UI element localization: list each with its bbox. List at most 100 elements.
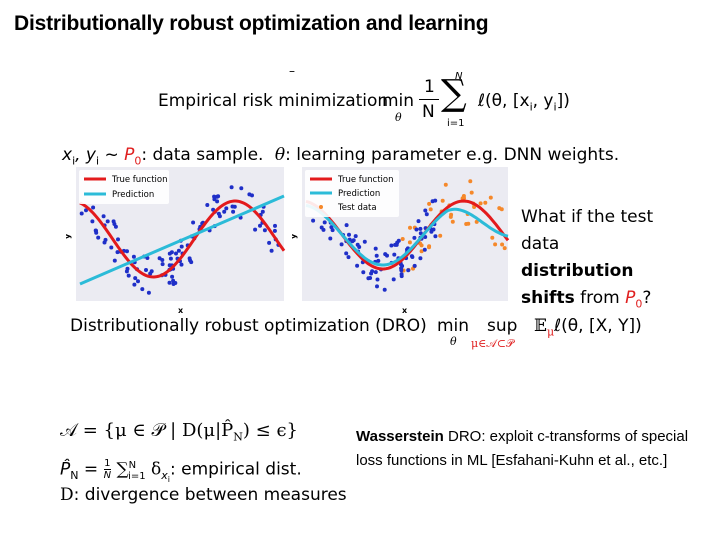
right-prediction-line — [305, 203, 509, 267]
train-point — [433, 198, 438, 203]
train-point — [212, 197, 217, 202]
train-point — [247, 192, 252, 197]
train-point — [366, 276, 371, 281]
train-point — [412, 263, 417, 268]
train-point — [173, 281, 178, 285]
right-legend-test-label: Test data — [337, 203, 377, 213]
train-point — [347, 232, 351, 237]
train-point — [389, 243, 394, 248]
wasserstein-line-1: Wasserstein DRO: exploit c-transforms of… — [356, 428, 689, 445]
train-point — [433, 234, 438, 239]
train-point — [230, 204, 235, 209]
test-point — [400, 237, 405, 241]
ambiguity-set: 𝒜 = {μ ∈ 𝒫 | D(μ|P̂N) ≤ ϵ} — [60, 420, 299, 444]
train-point — [409, 254, 414, 259]
train-point — [126, 273, 131, 278]
train-point — [431, 227, 436, 232]
test-point — [407, 240, 412, 245]
test-point — [500, 242, 505, 247]
train-point — [239, 186, 244, 191]
train-point — [369, 271, 374, 276]
distribution-shift-question: What if the test data distribution shift… — [521, 204, 669, 317]
train-point — [321, 227, 326, 232]
train-point — [376, 258, 381, 263]
train-point — [157, 256, 162, 261]
train-point — [167, 251, 172, 256]
erm-sum-top: N — [455, 71, 463, 82]
train-point — [373, 270, 378, 275]
right-legend-test-swatch — [319, 205, 323, 209]
train-point — [102, 240, 107, 245]
train-point — [422, 247, 427, 252]
train-point — [224, 206, 229, 211]
dro-sup-sub: μ∈𝒜⊂𝒫 — [471, 337, 514, 350]
train-point — [311, 218, 316, 223]
train-point — [383, 252, 388, 257]
train-point — [328, 236, 333, 241]
train-point — [362, 239, 367, 244]
train-point — [375, 277, 380, 282]
test-point — [474, 219, 479, 224]
erm-frac-den: N — [422, 102, 435, 122]
test-point — [443, 182, 448, 187]
test-point — [419, 243, 424, 248]
test-point — [428, 207, 433, 212]
right-legend — [305, 170, 399, 217]
test-point — [450, 219, 455, 224]
test-point — [466, 221, 471, 226]
train-point — [146, 290, 151, 295]
train-point — [272, 228, 277, 233]
erm-min-sub: θ — [395, 111, 402, 124]
train-point — [361, 270, 366, 275]
right-regression-plot: True function Prediction Test data x y — [292, 167, 510, 315]
left-regression-plot: True function Prediction x y — [66, 167, 286, 315]
train-point — [79, 211, 84, 216]
right-legend-true-label: True function — [337, 175, 393, 185]
right-ylabel: y — [292, 233, 298, 239]
train-point — [373, 246, 378, 251]
dro-min: min — [437, 316, 470, 336]
train-point — [84, 208, 88, 213]
train-point — [329, 225, 334, 230]
train-point — [330, 228, 335, 233]
left-legend-pred-label: Prediction — [112, 190, 154, 200]
train-point — [351, 238, 356, 243]
train-point — [355, 263, 360, 268]
train-point — [267, 240, 272, 245]
erm-min: min — [382, 91, 415, 111]
train-point — [273, 223, 277, 228]
train-point — [355, 242, 360, 247]
train-point — [253, 227, 258, 232]
right-legend-pred-label: Prediction — [338, 189, 380, 199]
left-legend-true-label: True function — [111, 175, 167, 185]
left-xlabel: x — [178, 306, 184, 315]
train-point — [179, 244, 184, 249]
train-point — [399, 268, 404, 273]
train-point — [136, 279, 140, 284]
train-point — [374, 253, 379, 258]
train-point — [215, 199, 220, 204]
train-point — [111, 219, 116, 224]
erm-sum-bottom: i=1 — [447, 118, 465, 129]
stray-dash: – — [289, 64, 295, 78]
train-point — [112, 258, 117, 263]
test-point — [468, 179, 473, 184]
test-point — [427, 245, 431, 250]
train-point — [418, 226, 423, 231]
train-point — [96, 235, 101, 240]
train-point — [269, 248, 274, 253]
train-point — [406, 268, 411, 273]
erm-label: Empirical risk minimization — [158, 91, 389, 111]
train-point — [170, 274, 175, 279]
train-point — [353, 234, 358, 239]
erm-sum-icon: ∑ — [441, 73, 467, 114]
test-point — [490, 235, 495, 240]
train-point — [392, 252, 397, 257]
test-point — [483, 200, 488, 205]
train-point — [116, 237, 120, 242]
test-point — [497, 206, 502, 211]
test-point — [440, 198, 445, 203]
train-point — [391, 277, 396, 282]
question-line-1: What if the test — [521, 207, 654, 227]
test-point — [408, 225, 412, 230]
